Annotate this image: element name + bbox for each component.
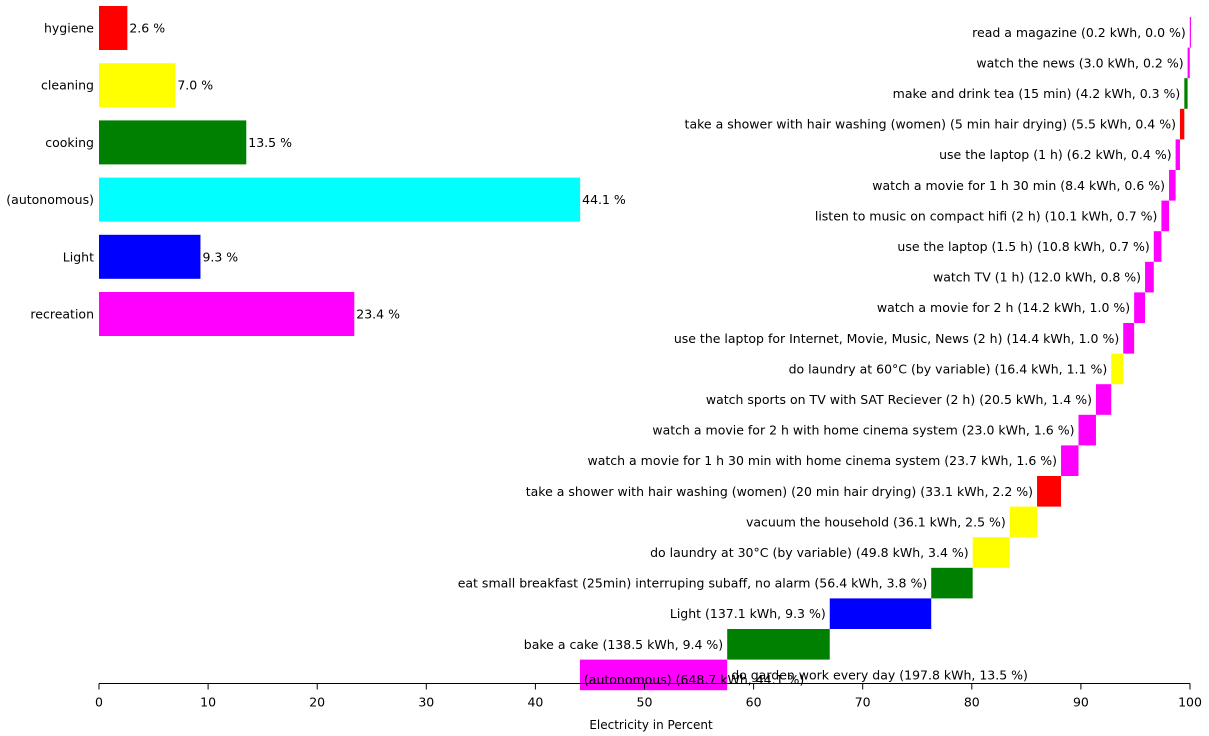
waterfall-segment-label: watch sports on TV with SAT Reciever (2 … (706, 392, 1092, 407)
summary-bar (99, 63, 176, 108)
summary-value-label: 2.6 % (129, 21, 165, 36)
waterfall-segment-label: watch a movie for 2 h (14.2 kWh, 1.0 %) (877, 300, 1130, 315)
waterfall-segment-label: take a shower with hair washing (women) … (526, 484, 1033, 499)
x-axis-tick-label: 40 (527, 695, 543, 710)
x-axis-tick-label: 60 (746, 695, 762, 710)
waterfall-segment-label: (autonomous) (648.7 kWh, 44.1 %) (584, 672, 804, 687)
summary-category-label: (autonomous) (6, 192, 94, 207)
waterfall-segment-label: watch a movie for 1 h 30 min (8.4 kWh, 0… (872, 178, 1165, 193)
waterfall-segment-label: listen to music on compact hifi (2 h) (1… (815, 208, 1158, 223)
summary-category-label: Light (63, 249, 94, 264)
waterfall-segment-label: use the laptop (1 h) (6.2 kWh, 0.4 %) (939, 147, 1172, 162)
waterfall-segment-label: eat small breakfast (25min) interruping … (458, 576, 928, 591)
waterfall-segment-label: Light (137.1 kWh, 9.3 %) (670, 606, 826, 621)
waterfall-segment-label: take a shower with hair washing (women) … (685, 117, 1176, 132)
waterfall-segment (829, 598, 932, 629)
x-axis-tick-label: 30 (418, 695, 434, 710)
summary-value-label: 7.0 % (177, 78, 213, 93)
waterfall-segment (1161, 200, 1170, 232)
waterfall-segment (1145, 261, 1154, 293)
waterfall-segment (1134, 292, 1146, 323)
waterfall-segment-label: bake a cake (138.5 kWh, 9.4 %) (524, 637, 723, 652)
waterfall-segment-label: use the laptop for Internet, Movie, Musi… (674, 331, 1119, 346)
waterfall-segment (1169, 170, 1176, 201)
x-axis: Electricity in Percent 0 10 20 30 40 50 60 70 80… (95, 683, 1202, 732)
summary-value-label: 44.1 % (582, 192, 626, 207)
waterfall-segment (1175, 139, 1180, 170)
summary-category-label: hygiene (44, 21, 94, 36)
summary-bar (99, 120, 247, 165)
summary-bar-chart: hygiene 2.6 % cleaning 7.0 % cooking 13.5 % (a… (6, 6, 626, 336)
summary-category-label: recreation (30, 307, 94, 322)
waterfall-segment (972, 537, 1010, 568)
waterfall-segment (1153, 231, 1162, 262)
waterfall-segment (931, 567, 973, 599)
waterfall-segment (1009, 506, 1038, 538)
waterfall-segment (1189, 17, 1191, 48)
waterfall-segment (1179, 108, 1185, 140)
waterfall-segment-label: use the laptop (1.5 h) (10.8 kWh, 0.7 %) (897, 239, 1149, 254)
waterfall-segment (1123, 323, 1135, 354)
waterfall-segment-label: watch TV (1 h) (12.0 kWh, 0.8 %) (933, 270, 1141, 285)
waterfall-segment-label: do garden work every day (197.8 kWh, 13.… (731, 667, 1028, 682)
x-axis-tick-label: 20 (309, 695, 325, 710)
waterfall-segment (579, 659, 728, 691)
waterfall-segment (1187, 47, 1190, 79)
waterfall-segment (1061, 445, 1079, 476)
waterfall-segment-label: watch a movie for 2 h with home cinema s… (652, 423, 1074, 438)
x-axis-tick-label: 80 (964, 695, 980, 710)
waterfall-segment-label: do laundry at 60°C (by variable) (16.4 k… (789, 361, 1108, 376)
summary-bar (99, 6, 128, 50)
summary-category-label: cleaning (41, 78, 94, 93)
waterfall-segment (1111, 353, 1124, 385)
x-axis-tick-label: 50 (637, 695, 653, 710)
summary-bar (99, 292, 355, 336)
waterfall-segment-label: make and drink tea (15 min) (4.2 kWh, 0.… (893, 86, 1181, 101)
x-axis-tick-label: 70 (855, 695, 871, 710)
waterfall-segment (1037, 476, 1062, 507)
waterfall-segment (727, 629, 830, 660)
waterfall-segment-label: watch a movie for 1 h 30 min with home c… (587, 453, 1057, 468)
waterfall-segment-label: do laundry at 30°C (by variable) (49.8 k… (650, 545, 969, 560)
waterfall-segment (1078, 414, 1096, 446)
summary-bar (99, 177, 581, 222)
waterfall-segment-label: read a magazine (0.2 kWh, 0.0 %) (972, 25, 1186, 40)
summary-bar (99, 234, 201, 279)
waterfall-chart: read a magazine (0.2 kWh, 0.0 %) watch th… (458, 17, 1191, 691)
x-axis-title: Electricity in Percent (589, 718, 713, 732)
x-axis-tick-label: 10 (200, 695, 216, 710)
x-axis-tick-label: 0 (95, 695, 103, 710)
summary-value-label: 23.4 % (356, 307, 400, 322)
waterfall-segment (1184, 78, 1188, 109)
summary-category-label: cooking (45, 135, 94, 150)
x-axis-tick-label: 100 (1178, 695, 1202, 710)
summary-value-label: 13.5 % (248, 135, 292, 150)
summary-value-label: 9.3 % (202, 249, 238, 264)
waterfall-segment-label: watch the news (3.0 kWh, 0.2 %) (976, 55, 1183, 70)
waterfall-segment-label: vacuum the household (36.1 kWh, 2.5 %) (746, 514, 1006, 529)
x-axis-tick-label: 90 (1073, 695, 1089, 710)
waterfall-segment (1095, 384, 1112, 415)
